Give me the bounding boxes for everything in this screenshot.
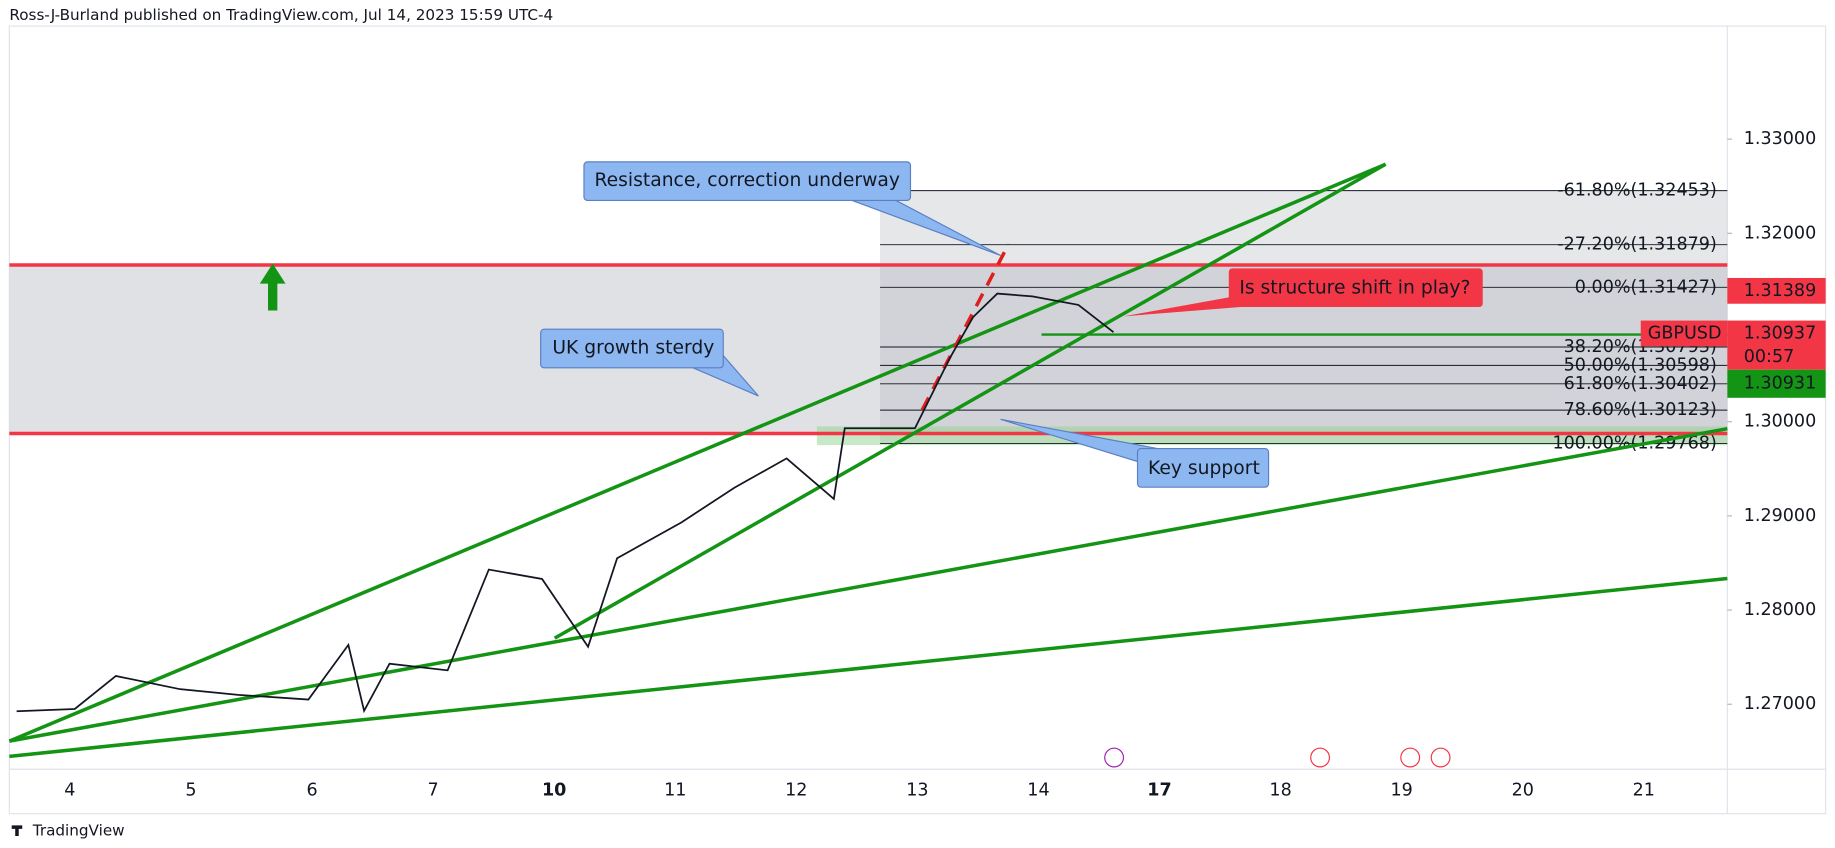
y-tick-label: 1.30000 [1744, 412, 1817, 432]
fib-label: -61.80%(1.32453) [1557, 181, 1717, 201]
x-tick-label: 21 [1633, 780, 1655, 800]
trendline [9, 576, 1728, 759]
callout-text: Key support [1148, 458, 1260, 479]
footer: TradingView [32, 822, 125, 840]
x-tick-label: 17 [1147, 780, 1171, 800]
axes: 1.33000 1.32000 1.30000 1.29000 1.28000 1.270… [64, 129, 1826, 800]
y-tick-label: 1.28000 [1744, 600, 1817, 620]
event-icon [1310, 747, 1331, 768]
fib-label: 61.80%(1.30402) [1564, 374, 1717, 394]
y-tick-label: 1.29000 [1744, 506, 1817, 526]
price-tag [1727, 277, 1826, 304]
logo [11, 825, 23, 836]
projection [920, 242, 1011, 411]
callout-text: UK growth sterdy [552, 337, 714, 358]
callout [1228, 268, 1483, 307]
x-tick-label: 5 [185, 780, 196, 800]
fib: -61.80%(1.32453) -27.20%(1.31879) 0.00%(1.… [880, 181, 1728, 454]
fib-label: -27.20%(1.31879) [1557, 235, 1717, 255]
x-tick-label: 10 [542, 780, 566, 800]
trendlines [8, 162, 1728, 759]
event-icon [1400, 747, 1421, 768]
fib-label: 50.00%(1.30598) [1564, 355, 1717, 375]
x-tick-label: 4 [64, 780, 75, 800]
x-tick-label: 13 [906, 780, 928, 800]
price-line [16, 292, 1115, 714]
callout [1136, 447, 1270, 488]
callout [540, 328, 724, 369]
fib-label: 0.00%(1.31427) [1575, 277, 1717, 297]
price-tag [1727, 369, 1826, 398]
callout [583, 161, 912, 202]
symbol-tag-text: GBPUSD [1648, 323, 1722, 343]
price-tag [1727, 320, 1826, 370]
plot [16, 292, 1115, 714]
frame [8, 25, 1827, 815]
x-tick-label: 11 [664, 780, 686, 800]
trendline [9, 426, 1728, 743]
callout-text: Resistance, correction underway [595, 170, 900, 191]
x-tick-label: 20 [1512, 780, 1534, 800]
price-tag-text: 1.31389 [1744, 281, 1817, 301]
x-tick-label: 14 [1027, 780, 1049, 800]
x-tick-label: 18 [1269, 780, 1291, 800]
symbol-tag [1640, 320, 1728, 347]
y-tick-label: 1.32000 [1744, 223, 1817, 243]
trendline [553, 162, 1387, 640]
arrow [259, 263, 286, 311]
callout-text: Is structure shift in play? [1239, 278, 1470, 299]
fib-label: 78.60%(1.30123) [1564, 400, 1717, 420]
zones [9, 190, 1728, 446]
event-icon [1104, 747, 1125, 768]
x-tick-label: 12 [785, 780, 807, 800]
callouts: Resistance, correction underway UK growt… [540, 161, 1483, 488]
x-tick-label: 19 [1390, 780, 1412, 800]
trendline [8, 162, 1387, 743]
price-tag-text: 1.30931 [1744, 374, 1817, 394]
y-tick-label: 1.27000 [1744, 694, 1817, 714]
header: Ross-J-Burland published on TradingView.… [9, 6, 553, 24]
y-tick-label: 1.33000 [1744, 129, 1817, 149]
x-tick-label: 6 [306, 780, 317, 800]
price-tag-text: 1.30937 [1744, 323, 1817, 343]
countdown: 00:57 [1744, 347, 1795, 367]
x-tick-label: 7 [428, 780, 439, 800]
event-icon [1430, 747, 1451, 768]
